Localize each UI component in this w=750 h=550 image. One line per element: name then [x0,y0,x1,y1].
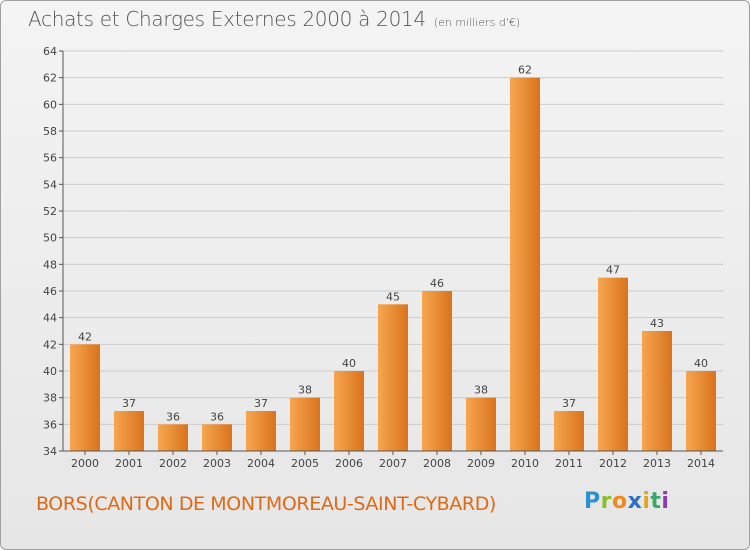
footer-location: BORS(CANTON DE MONTMOREAU-SAINT-CYBARD) [36,493,496,515]
y-tick-label: 56 [43,152,57,165]
x-tick-label: 2013 [643,457,671,470]
x-tick-label: 2012 [599,457,627,470]
x-tick-label: 2001 [115,457,143,470]
bar-2002 [158,424,188,451]
value-label-2006: 40 [342,357,356,370]
value-label-2012: 47 [606,264,620,277]
bar-2000 [70,344,100,451]
value-label-2003: 36 [210,410,224,423]
x-tick-label: 2002 [159,457,187,470]
y-tick-label: 60 [43,98,57,111]
y-tick-label: 64 [43,45,57,58]
value-label-2014: 40 [694,357,708,370]
logo-letter: r [600,489,612,514]
y-tick-label: 54 [43,178,57,191]
x-tick-label: 2007 [379,457,407,470]
y-tick-label: 36 [43,418,57,431]
value-label-2007: 45 [386,290,400,303]
x-tick-label: 2010 [511,457,539,470]
bar-2009 [466,397,496,451]
bar-2005 [290,397,320,451]
value-label-2001: 37 [122,397,136,410]
bar-2003 [202,424,232,451]
x-tick-label: 2000 [71,457,99,470]
bar-2008 [422,291,452,451]
logo-letter: P [584,489,601,514]
value-label-2010: 62 [518,64,532,77]
bar-2007 [378,304,408,451]
value-label-2008: 46 [430,277,444,290]
bars: 42 37 36 36 37 38 40 45 46 38 62 37 47 43 40 [70,64,716,452]
value-label-2013: 43 [650,317,664,330]
bar-2001 [114,411,144,451]
value-label-2009: 38 [474,384,488,397]
y-tick-label: 38 [43,392,57,405]
y-tick-label: 40 [43,365,57,378]
y-tick-label: 34 [43,445,57,458]
y-tick-label: 62 [43,72,57,85]
value-label-2004: 37 [254,397,268,410]
value-label-2000: 42 [78,330,92,343]
y-tick-label: 42 [43,338,57,351]
logo-letter: i [642,489,651,514]
logo-letter: x [627,489,643,514]
bar-2010 [510,77,540,452]
value-label-2005: 38 [298,384,312,397]
logo-letter: o [611,489,628,514]
logo-letter: t [650,489,662,514]
chart-subtitle: (en milliers d'€) [433,16,521,29]
bar-2006 [334,371,364,451]
x-tick-label: 2009 [467,457,495,470]
y-tick-label: 48 [43,258,57,271]
x-tick-label: 2004 [247,457,275,470]
axes: 34 36 38 40 42 44 46 48 50 52 54 56 58 60 62 64 2000 2001… [43,45,723,470]
chart-title: Achats et Charges Externes 2000 à 2014 (e… [28,7,520,31]
bar-2011 [554,411,584,451]
x-tick-label: 2014 [687,457,715,470]
chart-title-text: Achats et Charges Externes 2000 à 2014 [28,7,426,31]
value-label-2011: 37 [562,397,576,410]
proxiti-logo: Proxiti [584,489,669,514]
bar-2013 [642,331,672,451]
y-tick-label: 46 [43,285,57,298]
value-label-2002: 36 [166,410,180,423]
x-tick-label: 2011 [555,457,583,470]
y-tick-label: 58 [43,125,57,138]
x-tick-label: 2005 [291,457,319,470]
x-tick-label: 2006 [335,457,363,470]
logo-letter: i [661,489,670,514]
bar-2014 [686,371,716,451]
y-tick-label: 50 [43,232,57,245]
x-tick-label: 2003 [203,457,231,470]
bar-2012 [598,277,628,451]
bar-2004 [246,411,276,451]
x-tick-label: 2008 [423,457,451,470]
y-tick-label: 44 [43,312,57,325]
y-tick-label: 52 [43,205,57,218]
